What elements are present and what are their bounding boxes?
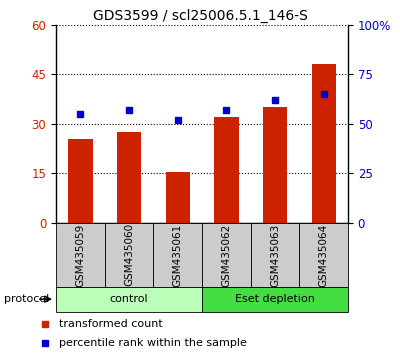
Bar — [105, 223, 153, 287]
Bar — [153, 223, 202, 287]
Bar — [263, 107, 287, 223]
Text: control: control — [110, 294, 148, 304]
Bar — [202, 287, 348, 312]
Text: GSM435064: GSM435064 — [319, 223, 329, 286]
Text: GSM435061: GSM435061 — [173, 223, 183, 286]
Text: GDS3599 / scl25006.5.1_146-S: GDS3599 / scl25006.5.1_146-S — [92, 9, 308, 23]
Text: GSM435062: GSM435062 — [221, 223, 231, 286]
Text: GSM435060: GSM435060 — [124, 223, 134, 286]
Bar — [251, 223, 299, 287]
Bar — [166, 172, 190, 223]
Text: percentile rank within the sample: percentile rank within the sample — [60, 338, 247, 348]
Bar — [312, 64, 336, 223]
Bar — [56, 223, 105, 287]
Bar — [117, 132, 141, 223]
Text: GSM435059: GSM435059 — [75, 223, 85, 286]
Text: protocol: protocol — [4, 294, 49, 304]
Text: GSM435063: GSM435063 — [270, 223, 280, 286]
Bar — [299, 223, 348, 287]
Bar — [68, 139, 92, 223]
Text: Eset depletion: Eset depletion — [235, 294, 315, 304]
Text: transformed count: transformed count — [60, 319, 163, 329]
Bar — [56, 287, 202, 312]
Bar — [202, 223, 251, 287]
Bar — [214, 117, 238, 223]
